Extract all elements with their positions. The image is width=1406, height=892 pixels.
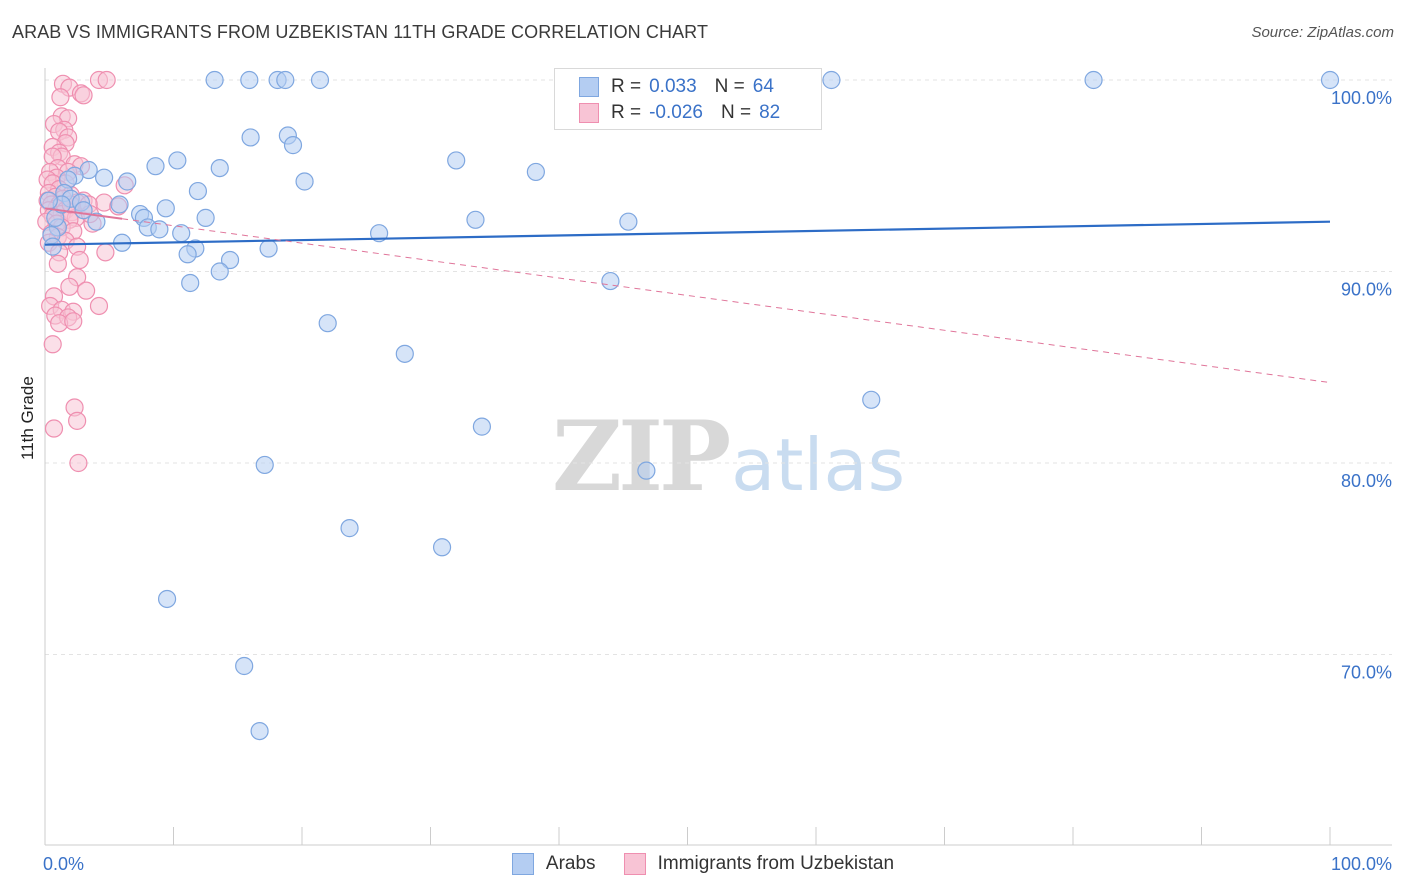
legend-r-label: R = bbox=[611, 76, 642, 97]
arab-point bbox=[118, 172, 137, 191]
uzbekistan-point bbox=[70, 250, 89, 270]
x-tick-label: 0.0% bbox=[43, 854, 84, 874]
arab-point bbox=[250, 721, 269, 741]
series-legend: Arabs Immigrants from Uzbekistan bbox=[0, 852, 1406, 876]
arab-point bbox=[601, 271, 620, 291]
arab-point bbox=[157, 589, 177, 609]
arab-point bbox=[110, 195, 129, 214]
series-label-arabs: Arabs bbox=[545, 853, 596, 874]
arab-point bbox=[240, 70, 259, 90]
arab-trend-line bbox=[44, 220, 1331, 246]
arab-point bbox=[276, 70, 295, 90]
y-tick-label: 80.0% bbox=[1341, 471, 1392, 491]
x-tick-label: 100.0% bbox=[1331, 854, 1392, 874]
arab-point bbox=[1320, 70, 1340, 90]
legend-n-label: N = bbox=[714, 76, 745, 97]
arab-point bbox=[43, 237, 62, 256]
correlation-legend: R = 0.033 N = 64 R = -0.026 N = 82 bbox=[554, 68, 822, 130]
uzbekistan-trend-line-solid bbox=[44, 207, 123, 220]
uzbekistan-point bbox=[64, 312, 83, 331]
uzbekistan-point bbox=[96, 243, 115, 262]
arab-point bbox=[168, 151, 187, 170]
legend-n-value: 64 bbox=[752, 76, 774, 97]
y-tick-label: 100.0% bbox=[1331, 88, 1392, 108]
uzbekistan-point bbox=[77, 281, 96, 300]
arab-point bbox=[205, 70, 224, 90]
arab-point bbox=[822, 70, 841, 90]
arab-point bbox=[188, 181, 208, 201]
arab-point bbox=[637, 461, 656, 480]
uzbekistan-point bbox=[51, 88, 70, 107]
watermark-zip: ZIP bbox=[552, 400, 731, 513]
arab-point bbox=[466, 210, 485, 229]
arab-point bbox=[283, 136, 303, 155]
uzbekistan-point bbox=[44, 419, 64, 438]
series-swatch-arabs bbox=[511, 853, 534, 875]
arab-point bbox=[619, 212, 638, 231]
uzbekistan-point bbox=[89, 296, 109, 316]
arab-point bbox=[395, 344, 414, 363]
arab-point bbox=[259, 239, 278, 258]
uzbekistan-point bbox=[60, 277, 79, 296]
arab-point bbox=[318, 314, 337, 333]
uzbekistan-trend-line-dashed bbox=[122, 218, 1331, 384]
watermark: ZIPatlas bbox=[552, 400, 905, 513]
arab-point bbox=[235, 656, 254, 676]
arab-point bbox=[146, 157, 165, 176]
legend-swatch-uzbekistan bbox=[579, 103, 599, 123]
arab-point bbox=[210, 262, 229, 281]
legend-r-value: 0.033 bbox=[649, 76, 697, 97]
arab-point bbox=[39, 191, 58, 210]
arab-point bbox=[220, 250, 240, 270]
chart-title: ARAB VS IMMIGRANTS FROM UZBEKISTAN 11TH … bbox=[12, 22, 709, 42]
legend-r-value: -0.026 bbox=[649, 102, 703, 123]
uzbekistan-point bbox=[48, 254, 67, 273]
uzbekistan-point bbox=[74, 86, 93, 105]
arab-point bbox=[432, 538, 452, 557]
uzbekistan-point bbox=[97, 70, 116, 90]
legend-n-value: 82 bbox=[759, 102, 781, 123]
arab-point bbox=[340, 519, 359, 538]
series-swatch-uzbekistan bbox=[623, 853, 646, 875]
arab-point bbox=[370, 224, 389, 243]
series-legend-arabs[interactable]: Arabs bbox=[511, 853, 596, 875]
arab-point bbox=[181, 273, 200, 293]
legend-swatch-arabs bbox=[579, 77, 599, 97]
uzbekistan-point bbox=[69, 453, 88, 473]
y-axis-label: 11th Grade bbox=[18, 376, 37, 460]
arab-point bbox=[295, 172, 314, 191]
arab-point bbox=[241, 128, 260, 147]
series-label-uzbekistan: Immigrants from Uzbekistan bbox=[657, 853, 895, 874]
arab-point bbox=[95, 168, 114, 187]
legend-row-arabs: R = 0.033 N = 64 bbox=[579, 75, 774, 99]
legend-n-label: N = bbox=[720, 102, 752, 123]
arab-point bbox=[447, 151, 466, 170]
arab-point bbox=[472, 417, 491, 436]
uzbekistan-point bbox=[43, 335, 62, 354]
legend-r-label: R = bbox=[611, 102, 642, 123]
arab-point bbox=[156, 199, 175, 218]
arab-point bbox=[526, 162, 545, 182]
legend-row-uzbekistan: R = -0.026 N = 82 bbox=[579, 101, 780, 125]
uzbekistan-point bbox=[68, 411, 87, 430]
arab-point bbox=[862, 390, 881, 409]
arab-point bbox=[150, 220, 169, 239]
watermark-atlas: atlas bbox=[731, 423, 906, 507]
series-legend-uzbekistan[interactable]: Immigrants from Uzbekistan bbox=[623, 853, 895, 875]
source-label: Source: ZipAtlas.com bbox=[1251, 24, 1394, 41]
arab-point bbox=[87, 212, 106, 231]
arab-point bbox=[310, 70, 330, 90]
arab-point bbox=[210, 158, 229, 178]
arab-point bbox=[196, 208, 215, 227]
y-tick-label: 90.0% bbox=[1341, 280, 1392, 300]
arab-point bbox=[1084, 70, 1103, 90]
y-tick-label: 70.0% bbox=[1341, 663, 1392, 683]
arab-point bbox=[255, 455, 274, 475]
arab-point bbox=[74, 201, 93, 220]
arab-point bbox=[178, 245, 197, 264]
